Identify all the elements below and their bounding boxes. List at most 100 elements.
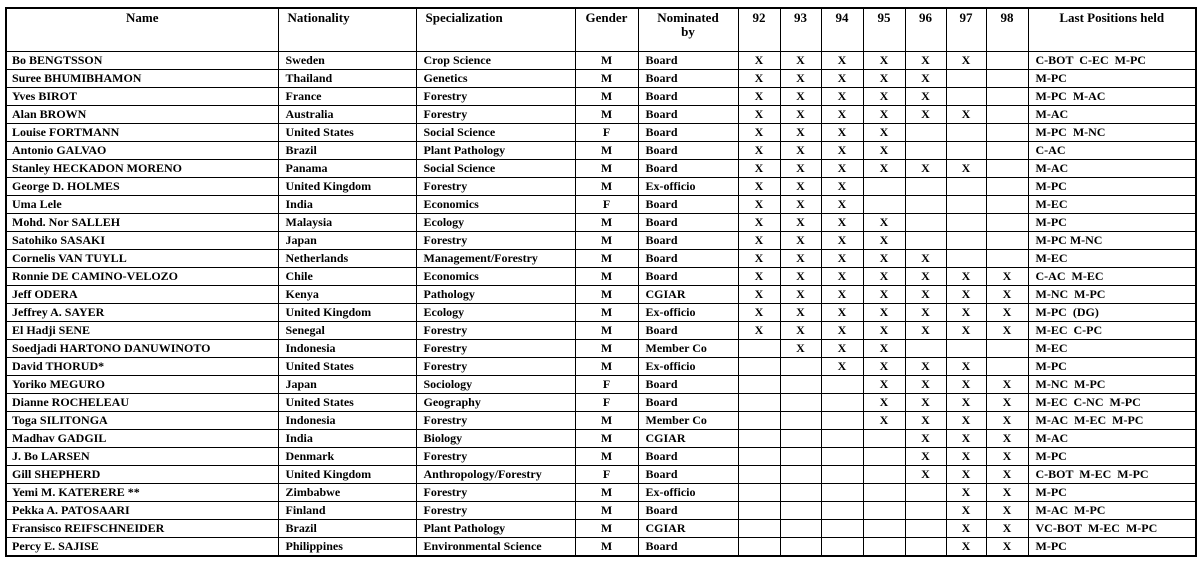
cell-year-93 xyxy=(779,483,822,502)
cell-year-98: X xyxy=(985,321,1029,340)
cell-year-93: X xyxy=(779,177,822,196)
cell-year-92: X xyxy=(737,177,781,196)
table-row: Uma Lele India Economics F Board X X X M-EC xyxy=(5,195,1197,214)
cell-year-97: X xyxy=(945,105,987,124)
cell-year-95: X xyxy=(862,303,906,322)
cell-nominated-by: Board xyxy=(637,375,739,394)
table-row: David THORUD* United States Forestry M Ex-of… xyxy=(5,357,1197,376)
cell-year-96 xyxy=(904,339,947,358)
cell-nationality: Brazil xyxy=(277,519,417,538)
cell-last-positions: M-PC M-NC xyxy=(1027,123,1197,142)
cell-year-95 xyxy=(862,177,906,196)
column-header-96: 96 xyxy=(904,7,947,52)
cell-name: Jeffrey A. SAYER xyxy=(5,303,279,322)
cell-year-93 xyxy=(779,375,822,394)
cell-year-96 xyxy=(904,123,947,142)
cell-specialization: Forestry xyxy=(415,447,576,466)
cell-specialization: Plant Pathology xyxy=(415,519,576,538)
cell-name: Satohiko SASAKI xyxy=(5,231,279,250)
table-row: Ronnie DE CAMINO-VELOZO Chile Economics M Bo… xyxy=(5,267,1197,286)
cell-specialization: Forestry xyxy=(415,339,576,358)
cell-last-positions: M-PC xyxy=(1027,357,1197,376)
cell-nominated-by: Board xyxy=(637,321,739,340)
cell-year-94: X xyxy=(820,177,864,196)
cell-year-94: X xyxy=(820,285,864,304)
cell-year-97: X xyxy=(945,303,987,322)
cell-year-96: X xyxy=(904,285,947,304)
cell-year-95: X xyxy=(862,357,906,376)
cell-year-98: X xyxy=(985,537,1029,557)
cell-year-98 xyxy=(985,177,1029,196)
cell-nominated-by: Board xyxy=(637,465,739,484)
cell-last-positions: M-PC xyxy=(1027,483,1197,502)
cell-year-93: X xyxy=(779,321,822,340)
cell-year-97: X xyxy=(945,321,987,340)
board-members-table: Name Nationality Specialization Gender N… xyxy=(5,7,1197,557)
cell-year-98: X xyxy=(985,483,1029,502)
cell-nominated-by: Board xyxy=(637,213,739,232)
cell-year-95: X xyxy=(862,87,906,106)
cell-year-98 xyxy=(985,105,1029,124)
cell-year-92 xyxy=(737,339,781,358)
cell-gender: M xyxy=(574,69,639,88)
cell-gender: M xyxy=(574,285,639,304)
cell-year-93: X xyxy=(779,285,822,304)
cell-nationality: Chile xyxy=(277,267,417,286)
cell-name: Soedjadi HARTONO DANUWINOTO xyxy=(5,339,279,358)
cell-year-92 xyxy=(737,393,781,412)
cell-year-97: X xyxy=(945,159,987,178)
cell-year-94 xyxy=(820,501,864,520)
cell-nationality: Denmark xyxy=(277,447,417,466)
cell-year-94: X xyxy=(820,69,864,88)
cell-name: Gill SHEPHERD xyxy=(5,465,279,484)
cell-year-94: X xyxy=(820,213,864,232)
cell-year-97 xyxy=(945,339,987,358)
cell-last-positions: M-EC xyxy=(1027,195,1197,214)
cell-nominated-by: Board xyxy=(637,87,739,106)
cell-year-98 xyxy=(985,159,1029,178)
cell-gender: F xyxy=(574,123,639,142)
cell-year-97 xyxy=(945,231,987,250)
cell-nationality: Philippines xyxy=(277,537,417,557)
cell-name: Yves BIROT xyxy=(5,87,279,106)
cell-name: Yoriko MEGURO xyxy=(5,375,279,394)
cell-year-95: X xyxy=(862,141,906,160)
cell-year-92: X xyxy=(737,213,781,232)
cell-year-92: X xyxy=(737,123,781,142)
cell-year-93 xyxy=(779,501,822,520)
cell-last-positions: M-NC M-PC xyxy=(1027,285,1197,304)
cell-last-positions: C-BOT M-EC M-PC xyxy=(1027,465,1197,484)
cell-year-97: X xyxy=(945,375,987,394)
cell-gender: M xyxy=(574,231,639,250)
cell-nationality: Indonesia xyxy=(277,411,417,430)
cell-year-94: X xyxy=(820,231,864,250)
cell-year-92: X xyxy=(737,249,781,268)
cell-nationality: Panama xyxy=(277,159,417,178)
cell-gender: M xyxy=(574,267,639,286)
cell-name: Louise FORTMANN xyxy=(5,123,279,142)
cell-nominated-by: CGIAR xyxy=(637,519,739,538)
cell-name: Toga SILITONGA xyxy=(5,411,279,430)
cell-gender: M xyxy=(574,501,639,520)
cell-year-92 xyxy=(737,375,781,394)
table-row: Stanley HECKADON MORENO Panama Social Scie… xyxy=(5,159,1197,178)
cell-gender: M xyxy=(574,51,639,70)
table-row: Madhav GADGIL India Biology M CGIAR X X X M-AC xyxy=(5,429,1197,448)
cell-name: Jeff ODERA xyxy=(5,285,279,304)
cell-last-positions: M-AC M-EC M-PC xyxy=(1027,411,1197,430)
cell-nationality: United States xyxy=(277,393,417,412)
cell-specialization: Forestry xyxy=(415,231,576,250)
cell-nominated-by: CGIAR xyxy=(637,285,739,304)
table-row: Yemi M. KATERERE ** Zimbabwe Forestry M Ex-o… xyxy=(5,483,1197,502)
cell-year-92: X xyxy=(737,87,781,106)
table-row: Suree BHUMIBHAMON Thailand Genetics M Board X… xyxy=(5,69,1197,88)
cell-year-94: X xyxy=(820,105,864,124)
cell-year-93: X xyxy=(779,303,822,322)
cell-year-96 xyxy=(904,231,947,250)
cell-gender: F xyxy=(574,465,639,484)
cell-gender: M xyxy=(574,537,639,557)
table-row: Dianne ROCHELEAU United States Geography F B… xyxy=(5,393,1197,412)
cell-year-98 xyxy=(985,69,1029,88)
cell-specialization: Crop Science xyxy=(415,51,576,70)
cell-specialization: Geography xyxy=(415,393,576,412)
